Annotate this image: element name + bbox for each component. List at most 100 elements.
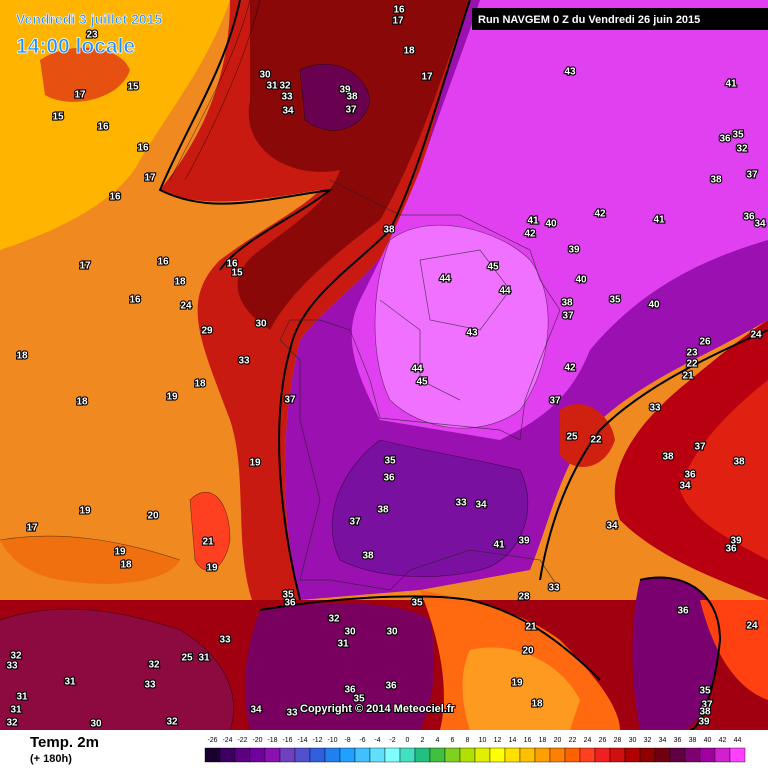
- temperature-label: 37: [701, 700, 713, 711]
- scale-tick-label: -6: [359, 737, 365, 744]
- temperature-label: 32: [6, 718, 18, 729]
- scale-swatch: [204, 747, 221, 763]
- temperature-label: 44: [411, 364, 423, 375]
- scale-tick-label: 22: [569, 737, 577, 744]
- temperature-label: 30: [386, 627, 398, 638]
- temperature-label: 35: [411, 598, 423, 609]
- temperature-label: 21: [525, 622, 537, 633]
- scale-tick-label: -14: [297, 737, 307, 744]
- scale-tick-label: 42: [719, 737, 727, 744]
- scale-swatch: [474, 747, 491, 763]
- scale-swatch: [504, 747, 521, 763]
- temperature-label: 38: [362, 551, 374, 562]
- temperature-label: 17: [421, 72, 433, 83]
- temperature-label: 38: [377, 505, 389, 516]
- temperature-label: 37: [345, 105, 357, 116]
- temperature-label: 33: [238, 356, 250, 367]
- scale-swatch: [249, 747, 266, 763]
- scale-tick-label: -26: [207, 737, 217, 744]
- temperature-label: 37: [746, 170, 758, 181]
- temperature-label: 16: [393, 5, 405, 16]
- scale-tick-label: 4: [436, 737, 440, 744]
- scale-swatch: [534, 747, 551, 763]
- temperature-label: 18: [120, 560, 132, 571]
- scale-swatch: [654, 747, 671, 763]
- scale-swatch: [459, 747, 476, 763]
- temperature-label: 33: [649, 403, 661, 414]
- temperature-label: 39: [698, 717, 710, 728]
- temperature-label: 38: [710, 175, 722, 186]
- scale-tick-label: 6: [451, 737, 455, 744]
- temperature-label: 41: [725, 79, 737, 90]
- temperature-label: 43: [466, 328, 478, 339]
- temperature-label: 32: [166, 717, 178, 728]
- temperature-label: 42: [564, 363, 576, 374]
- temperature-label: 15: [52, 112, 64, 123]
- temperature-label: 44: [439, 274, 451, 285]
- copyright: Copyright © 2014 Meteociel.fr: [300, 703, 456, 715]
- temperature-label: 18: [16, 351, 28, 362]
- temperature-label: 16: [109, 192, 121, 203]
- scale-swatch: [609, 747, 626, 763]
- temperature-label: 20: [522, 646, 534, 657]
- scale-tick-label: 26: [599, 737, 607, 744]
- scale-tick-label: 24: [584, 737, 592, 744]
- temperature-label: 36: [725, 544, 737, 555]
- temperature-label: 34: [250, 705, 262, 716]
- temperature-label: 31: [337, 639, 349, 650]
- temperature-label: 24: [746, 621, 758, 632]
- scale-tick-label: 8: [466, 737, 470, 744]
- map-background: [0, 0, 768, 730]
- temperature-label: 16: [137, 143, 149, 154]
- temperature-label: 43: [564, 67, 576, 78]
- forecast-time: 14:00 locale: [16, 35, 135, 58]
- temperature-label: 41: [527, 216, 539, 227]
- temperature-label: 35: [609, 295, 621, 306]
- temperature-label: 37: [694, 442, 706, 453]
- temperature-label: 18: [194, 379, 206, 390]
- temperature-label: 35: [699, 686, 711, 697]
- scale-swatch: [384, 747, 401, 763]
- scale-tick-label: -24: [222, 737, 232, 744]
- temperature-label: 32: [279, 81, 291, 92]
- scale-tick-label: -18: [267, 737, 277, 744]
- temperature-label: 37: [549, 396, 561, 407]
- temperature-label: 28: [518, 592, 530, 603]
- temperature-label: 26: [699, 337, 711, 348]
- temperature-label: 33: [6, 661, 18, 672]
- temperature-label: 36: [677, 606, 689, 617]
- temperature-label: 17: [144, 173, 156, 184]
- scale-swatch: [714, 747, 731, 763]
- temperature-label: 38: [561, 298, 573, 309]
- temperature-label: 37: [349, 517, 361, 528]
- temperature-label: 36: [284, 598, 296, 609]
- temperature-label: 35: [384, 456, 396, 467]
- temperature-label: 36: [344, 685, 356, 696]
- temperature-label: 37: [562, 311, 574, 322]
- temperature-label: 18: [531, 699, 543, 710]
- temperature-label: 36: [743, 212, 755, 223]
- scale-tick-label: -2: [389, 737, 395, 744]
- scale-swatch: [414, 747, 431, 763]
- scale-swatch: [639, 747, 656, 763]
- temperature-label: 33: [286, 708, 298, 719]
- temperature-label: 40: [575, 275, 587, 286]
- borders: [279, 179, 561, 591]
- scale-tick-label: 36: [674, 737, 682, 744]
- temperature-label: 34: [475, 500, 487, 511]
- forecast-date: Vendredi 3 juillet 2015: [16, 11, 163, 27]
- temperature-label: 42: [524, 229, 536, 240]
- temperature-label: 24: [180, 301, 192, 312]
- scale-swatch: [429, 747, 446, 763]
- scale-tick-label: -8: [344, 737, 350, 744]
- temperature-label: 31: [266, 81, 278, 92]
- temperature-label: 36: [383, 473, 395, 484]
- legend-title: Temp. 2m: [30, 734, 99, 751]
- scale-tick-label: -20: [252, 737, 262, 744]
- scale-tick-label: 32: [644, 737, 652, 744]
- temperature-label: 29: [201, 326, 213, 337]
- temperature-label: 18: [403, 46, 415, 57]
- scale-tick-label: 16: [524, 737, 532, 744]
- temperature-label: 39: [730, 536, 742, 547]
- temperature-label: 34: [282, 106, 294, 117]
